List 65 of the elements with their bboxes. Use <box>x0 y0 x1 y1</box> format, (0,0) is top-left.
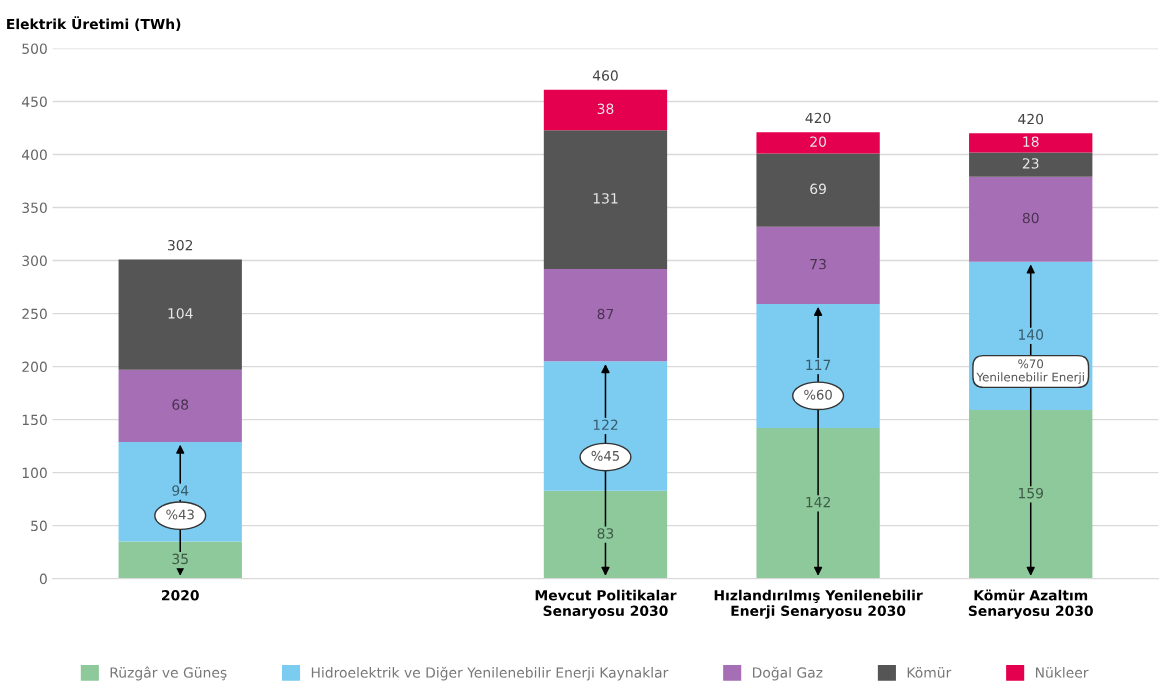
data-label: 122 <box>593 419 618 430</box>
bar <box>543 89 668 131</box>
data-label: 68 <box>172 399 189 410</box>
legend-label: Nükleer <box>1035 667 1089 678</box>
data-label: 20 <box>810 136 827 147</box>
data-label: 83 <box>597 528 614 539</box>
data-label: 69 <box>810 183 826 195</box>
data-label: 35 <box>172 553 188 565</box>
total-label: 420 <box>1018 113 1044 125</box>
bar <box>543 490 668 579</box>
bar <box>118 541 242 579</box>
bar <box>756 428 880 579</box>
total-label: 460 <box>592 70 618 81</box>
bar <box>118 259 242 370</box>
y-tick-label: 100 <box>22 467 47 479</box>
bar <box>969 410 1093 579</box>
data-label: 23 <box>1022 158 1039 169</box>
data-label: 142 <box>806 496 830 508</box>
x-tick-label: 2020 <box>162 590 199 601</box>
annotation: %43 <box>166 509 194 520</box>
data-label: 140 <box>1019 329 1044 340</box>
bar <box>118 369 242 442</box>
bar <box>118 441 242 542</box>
total-label: 420 <box>805 112 831 124</box>
legend-label: Rüzgâr ve Güneş <box>110 666 227 681</box>
data-label: 159 <box>1019 487 1043 499</box>
annotation: %70 Yenilenebilir Enerji <box>976 359 1084 384</box>
data-label: 73 <box>810 258 826 270</box>
x-tick-label: Kömür Azaltım Senaryosu 2030 <box>968 589 1093 619</box>
legend-label: Hidroelektrik ve Diğer Yenilenebilir Enerji Kaynaklar <box>311 666 669 681</box>
data-label: 117 <box>806 359 831 370</box>
bar <box>543 269 668 362</box>
y-tick-label: 50 <box>31 520 47 532</box>
annotation: %60 <box>804 389 832 400</box>
x-tick-label: Hızlandırılmış Yenilenebilir Enerji Senaryosu 2030 <box>714 589 923 619</box>
data-label: 18 <box>1023 136 1039 147</box>
y-tick-label: 300 <box>22 255 47 267</box>
data-label: 131 <box>593 193 618 204</box>
bar <box>969 176 1093 262</box>
y-tick-label: 500 <box>22 43 47 54</box>
y-tick-label: 0 <box>39 573 47 585</box>
bar <box>969 152 1093 177</box>
data-label: 80 <box>1022 212 1039 224</box>
legend-label: Doğal Gaz <box>753 666 823 681</box>
total-label: 302 <box>168 239 193 251</box>
bar <box>543 361 668 491</box>
y-tick-label: 350 <box>22 202 47 214</box>
y-tick-label: 150 <box>22 414 47 426</box>
y-tick-label: 400 <box>21 149 47 161</box>
y-axis-title: Elektrik Üretimi (TWh) <box>7 16 181 31</box>
bar <box>756 153 880 227</box>
data-label: 94 <box>172 485 189 496</box>
legend-label: Kömür <box>907 667 952 678</box>
annotation: %45 <box>591 450 619 461</box>
data-label: 87 <box>597 308 614 320</box>
bar <box>756 304 880 429</box>
bar <box>543 130 668 270</box>
bar <box>756 226 880 305</box>
data-label: 104 <box>168 308 193 319</box>
data-label: 38 <box>597 103 614 115</box>
y-tick-label: 450 <box>21 96 47 107</box>
x-tick-label: Mevcut Politikalar Senaryosu 2030 <box>535 589 677 619</box>
bar <box>756 132 880 154</box>
y-tick-label: 200 <box>22 361 47 373</box>
y-tick-label: 250 <box>22 308 47 320</box>
